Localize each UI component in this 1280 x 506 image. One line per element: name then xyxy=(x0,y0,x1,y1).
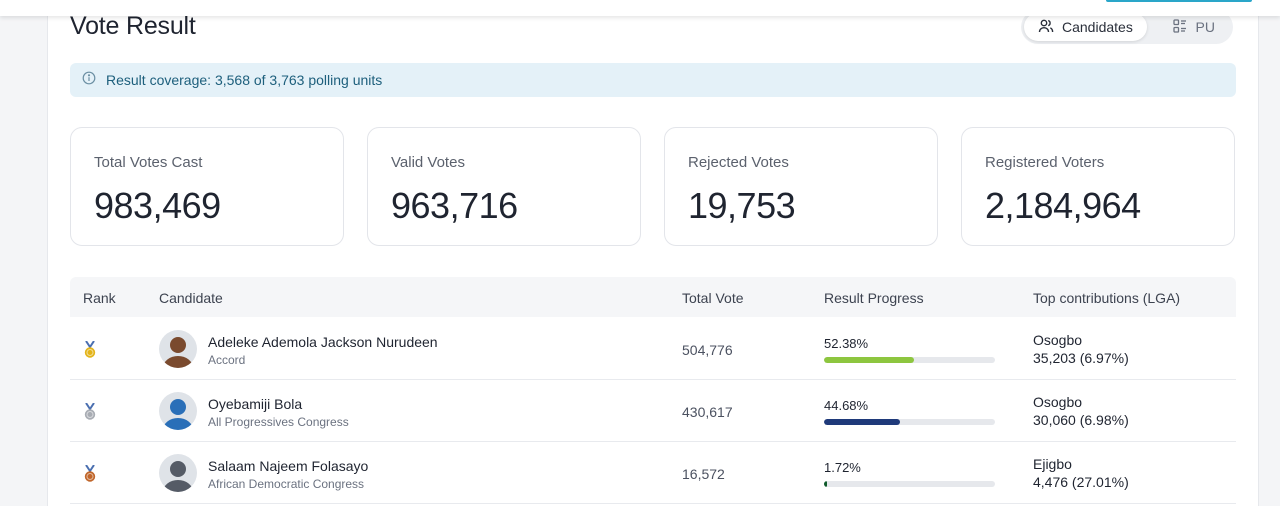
bronze-medal-icon xyxy=(83,464,97,483)
list-grid-icon xyxy=(1172,18,1188,37)
result-progress-bar xyxy=(824,481,995,487)
candidates-tab[interactable]: Candidates xyxy=(1024,13,1147,41)
progress-fill xyxy=(824,419,901,425)
stat-card-total-votes: Total Votes Cast 983,469 xyxy=(70,127,344,246)
progress-fill xyxy=(824,481,827,487)
table-row[interactable]: Oyebamiji Bola All Progressives Congress… xyxy=(70,380,1236,442)
silver-medal-icon xyxy=(83,402,97,421)
column-header-top-contributions[interactable]: Top contributions (LGA) xyxy=(1033,290,1181,306)
table-row[interactable]: Salaam Najeem Folasayo African Democrati… xyxy=(70,442,1236,504)
lga-name: Osogbo xyxy=(1033,394,1083,410)
stat-card-valid-votes: Valid Votes 963,716 xyxy=(367,127,641,246)
topbar-accent-button[interactable] xyxy=(1106,0,1252,2)
avatar xyxy=(159,392,197,430)
pu-tab-label: PU xyxy=(1195,19,1215,35)
coverage-text: Result coverage: 3,568 of 3,763 polling … xyxy=(106,72,383,88)
stat-value: 19,753 xyxy=(688,185,796,226)
candidate-name: Adeleke Ademola Jackson Nurudeen xyxy=(208,334,438,350)
lga-value: 35,203 (6.97%) xyxy=(1033,350,1129,366)
percent-label: 52.38% xyxy=(824,336,869,351)
result-progress-bar xyxy=(824,357,995,363)
avatar xyxy=(159,330,197,368)
top-navigation-bar xyxy=(0,0,1280,16)
users-icon xyxy=(1038,18,1054,37)
total-vote: 16,572 xyxy=(682,466,725,482)
lga-value: 30,060 (6.98%) xyxy=(1033,412,1129,428)
stat-value: 2,184,964 xyxy=(985,185,1141,226)
stat-label: Rejected Votes xyxy=(688,154,789,171)
info-icon xyxy=(82,71,96,90)
gold-medal-icon xyxy=(83,340,97,359)
candidate-party: Accord xyxy=(208,353,246,367)
percent-label: 1.72% xyxy=(824,460,861,475)
candidate-party: African Democratic Congress xyxy=(208,477,365,491)
top-lga: Osogbo 30,060 (6.98%) xyxy=(1033,393,1129,429)
vote-result-panel: Vote Result Candidates PU xyxy=(47,0,1259,506)
candidate-name: Oyebamiji Bola xyxy=(208,396,303,412)
lga-name: Ejigbo xyxy=(1033,456,1072,472)
total-vote: 504,776 xyxy=(682,342,733,358)
candidate-name: Salaam Najeem Folasayo xyxy=(208,458,369,474)
page-title: Vote Result xyxy=(70,12,196,40)
top-lga: Ejigbo 4,476 (27.01%) xyxy=(1033,455,1129,491)
progress-fill xyxy=(824,357,914,363)
percent-label: 44.68% xyxy=(824,398,869,413)
stat-value: 983,469 xyxy=(94,185,221,226)
stat-label: Registered Voters xyxy=(985,154,1105,171)
top-lga: Osogbo 35,203 (6.97%) xyxy=(1033,331,1129,367)
column-header-result-progress[interactable]: Result Progress xyxy=(824,290,924,306)
column-header-candidate[interactable]: Candidate xyxy=(159,290,223,306)
results-table-header: Rank Candidate Total Vote Result Progres… xyxy=(70,277,1236,317)
lga-name: Osogbo xyxy=(1033,332,1083,348)
column-header-rank[interactable]: Rank xyxy=(83,290,116,306)
stat-label: Valid Votes xyxy=(391,154,465,171)
result-progress-bar xyxy=(824,419,995,425)
stat-card-rejected-votes: Rejected Votes 19,753 xyxy=(664,127,938,246)
stat-card-registered-voters: Registered Voters 2,184,964 xyxy=(961,127,1235,246)
total-vote: 430,617 xyxy=(682,404,733,420)
stat-label: Total Votes Cast xyxy=(94,154,203,171)
column-header-total-vote[interactable]: Total Vote xyxy=(682,290,744,306)
coverage-banner: Result coverage: 3,568 of 3,763 polling … xyxy=(70,63,1236,97)
candidate-party: All Progressives Congress xyxy=(208,415,349,429)
table-row[interactable]: Adeleke Ademola Jackson Nurudeen Accord … xyxy=(70,318,1236,380)
pu-tab[interactable]: PU xyxy=(1158,13,1229,41)
avatar xyxy=(159,454,197,492)
candidates-tab-label: Candidates xyxy=(1062,19,1133,35)
stat-value: 963,716 xyxy=(391,185,518,226)
lga-value: 4,476 (27.01%) xyxy=(1033,474,1129,490)
